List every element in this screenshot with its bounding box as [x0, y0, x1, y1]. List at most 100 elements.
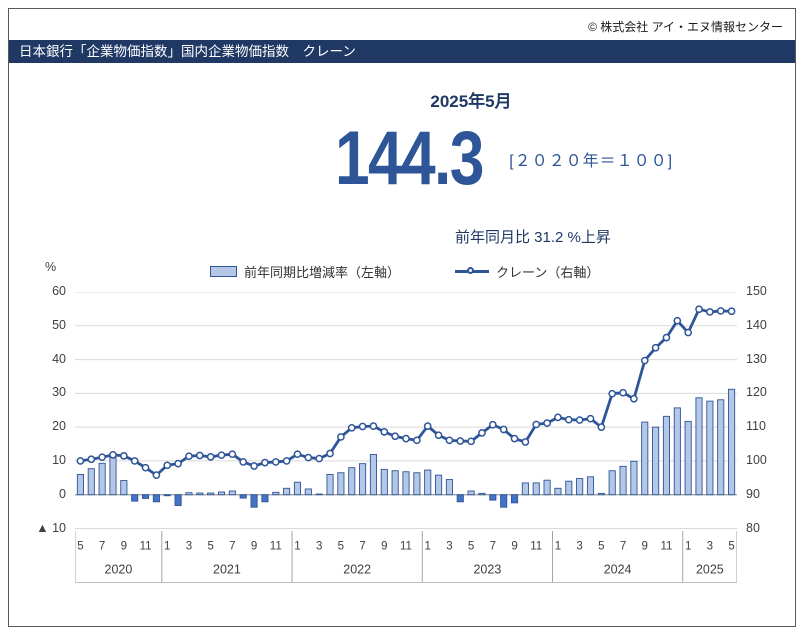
- line-marker: [445, 436, 454, 445]
- month-tick-label: 3: [707, 541, 713, 553]
- line-marker: [630, 394, 638, 403]
- line-marker: [564, 415, 573, 424]
- yoy-bar: [456, 494, 464, 503]
- right-axis-tick: 90: [746, 486, 760, 501]
- yoy-bar: [576, 478, 584, 496]
- left-axis-tick: 0: [59, 486, 66, 501]
- left-axis-unit: %: [45, 260, 57, 274]
- line-marker: [575, 416, 584, 424]
- yoy-bar: [586, 476, 595, 496]
- yoy-bar: [543, 479, 551, 496]
- line-marker: [554, 413, 562, 422]
- line-marker: [315, 454, 324, 463]
- yoy-bar: [163, 494, 171, 497]
- line-marker: [326, 449, 334, 458]
- yoy-bar: [250, 494, 258, 508]
- line-marker: [250, 462, 258, 470]
- yoy-bar: [272, 491, 280, 496]
- left-axis-tick: 50: [52, 317, 66, 332]
- month-tick-label: 5: [77, 541, 83, 553]
- left-axis-tick: 60: [52, 284, 66, 298]
- yoy-bar: [554, 487, 562, 496]
- line-marker: [488, 420, 497, 429]
- right-axis-tick: 80: [746, 520, 760, 535]
- line-marker: [706, 308, 714, 316]
- line-series-swatch: [455, 266, 489, 277]
- line-marker: [543, 419, 551, 427]
- line-marker: [217, 451, 226, 460]
- yoy-bar: [239, 494, 247, 499]
- line-marker: [282, 457, 291, 465]
- line-marker: [358, 422, 367, 431]
- left-axis-tick: 10: [52, 452, 66, 467]
- yoy-bar: [293, 481, 302, 496]
- yoy-bar: [315, 493, 323, 496]
- line-marker: [673, 316, 682, 325]
- right-axis-tick: 100: [746, 452, 767, 467]
- line-marker: [684, 328, 693, 337]
- yoy-bar: [380, 468, 388, 496]
- yoy-bar: [728, 388, 736, 496]
- yoy-bar: [217, 491, 226, 496]
- right-axis-tick: 130: [746, 351, 767, 366]
- yoy-bar: [131, 494, 139, 502]
- line-marker: [87, 455, 96, 464]
- line-marker: [119, 452, 128, 460]
- month-tick-label: 3: [446, 541, 452, 553]
- line-marker: [716, 307, 725, 315]
- line-marker: [434, 431, 443, 440]
- line-marker: [347, 423, 356, 432]
- chart-plot-area: 5 7 9 11 2020 1 3 5 7 9 11 2021 1 3 5 7 9 11 2022 1 3 5 7 9 11 20…: [74, 291, 738, 586]
- left-axis-tick: 30: [52, 385, 66, 400]
- month-tick-label: 7: [99, 541, 105, 553]
- yoy-bar: [532, 482, 540, 496]
- month-tick-label: 7: [359, 541, 365, 553]
- legend-bar-label: 前年同期比増減率（左軸）: [244, 264, 401, 280]
- index-value: 144.3: [335, 116, 484, 201]
- month-tick-label: 3: [316, 541, 322, 553]
- left-axis-tick: 40: [52, 351, 66, 366]
- line-marker: [727, 307, 736, 316]
- month-tick-label: 5: [468, 541, 474, 553]
- month-tick-label: 3: [576, 541, 582, 553]
- month-tick-label: 1: [294, 541, 300, 553]
- line-marker: [662, 333, 671, 342]
- line-marker: [478, 429, 486, 437]
- month-tick-label: 1: [555, 541, 561, 553]
- month-tick-label: 5: [207, 541, 213, 553]
- line-marker: [337, 433, 345, 441]
- line-marker: [293, 450, 302, 459]
- month-tick-label: 11: [660, 541, 672, 553]
- bar-series-swatch: [210, 265, 237, 277]
- base-year-note: [２０２０年＝１００]: [509, 153, 674, 170]
- line-marker: [195, 451, 204, 460]
- crane-index-line: [80, 307, 732, 477]
- line-marker: [239, 458, 248, 466]
- line-marker: [304, 453, 313, 462]
- yoy-bar: [706, 400, 714, 496]
- month-tick-label: 11: [530, 541, 542, 553]
- report-title-bar: 日本銀行「企業物価指数」国内企業物価指数 クレーン: [9, 40, 795, 63]
- line-marker: [271, 458, 280, 466]
- right-axis-tick: 120: [746, 385, 767, 400]
- yoy-bar: [521, 482, 529, 496]
- yoy-bar: [500, 494, 508, 508]
- line-marker: [98, 453, 106, 462]
- line-marker: [174, 459, 182, 468]
- yoy-bar: [76, 473, 84, 496]
- line-marker: [586, 414, 595, 423]
- yoy-bar: [630, 460, 638, 496]
- yoy-bar: [196, 492, 204, 496]
- month-tick-label: 11: [140, 541, 152, 553]
- month-tick-label: 5: [338, 541, 344, 553]
- line-marker: [467, 437, 475, 446]
- yoy-bar: [326, 473, 334, 496]
- line-marker: [608, 389, 617, 398]
- copyright-text: © 株式会社 アイ・エヌ情報センター: [588, 20, 783, 34]
- line-marker: [109, 450, 117, 459]
- yoy-bar: [337, 472, 345, 496]
- line-marker: [413, 436, 421, 445]
- yoy-bar: [174, 494, 182, 506]
- month-tick-label: 5: [728, 541, 734, 553]
- yoy-bar: [641, 421, 649, 496]
